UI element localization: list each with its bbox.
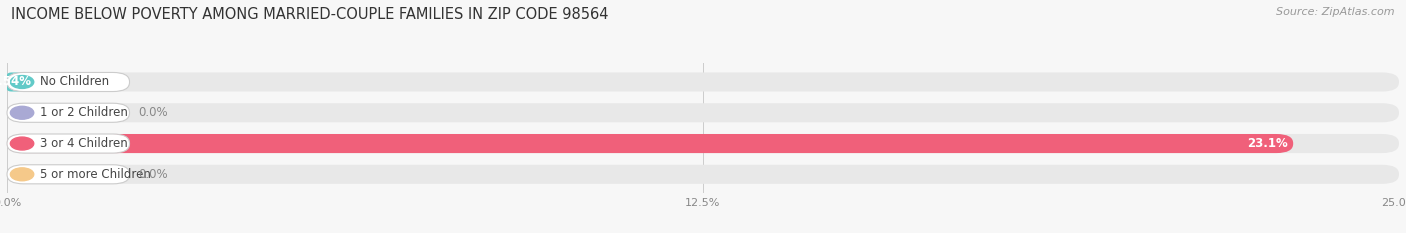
FancyBboxPatch shape (7, 72, 37, 92)
Circle shape (10, 168, 34, 181)
Circle shape (10, 75, 34, 89)
Text: 0.0%: 0.0% (138, 168, 167, 181)
FancyBboxPatch shape (7, 72, 129, 92)
FancyBboxPatch shape (7, 165, 1399, 184)
Text: 0.0%: 0.0% (138, 106, 167, 119)
Text: No Children: No Children (41, 75, 110, 89)
Text: Source: ZipAtlas.com: Source: ZipAtlas.com (1277, 7, 1395, 17)
FancyBboxPatch shape (7, 134, 1294, 153)
FancyBboxPatch shape (7, 103, 129, 122)
Circle shape (10, 137, 34, 150)
Circle shape (10, 106, 34, 119)
Text: 1 or 2 Children: 1 or 2 Children (41, 106, 128, 119)
Text: 23.1%: 23.1% (1247, 137, 1288, 150)
Text: 5 or more Children: 5 or more Children (41, 168, 152, 181)
Text: INCOME BELOW POVERTY AMONG MARRIED-COUPLE FAMILIES IN ZIP CODE 98564: INCOME BELOW POVERTY AMONG MARRIED-COUPL… (11, 7, 609, 22)
FancyBboxPatch shape (7, 72, 1399, 92)
Text: 0.54%: 0.54% (0, 75, 31, 89)
Text: 3 or 4 Children: 3 or 4 Children (41, 137, 128, 150)
FancyBboxPatch shape (7, 134, 1399, 153)
FancyBboxPatch shape (7, 165, 129, 184)
FancyBboxPatch shape (7, 103, 1399, 122)
FancyBboxPatch shape (7, 134, 129, 153)
